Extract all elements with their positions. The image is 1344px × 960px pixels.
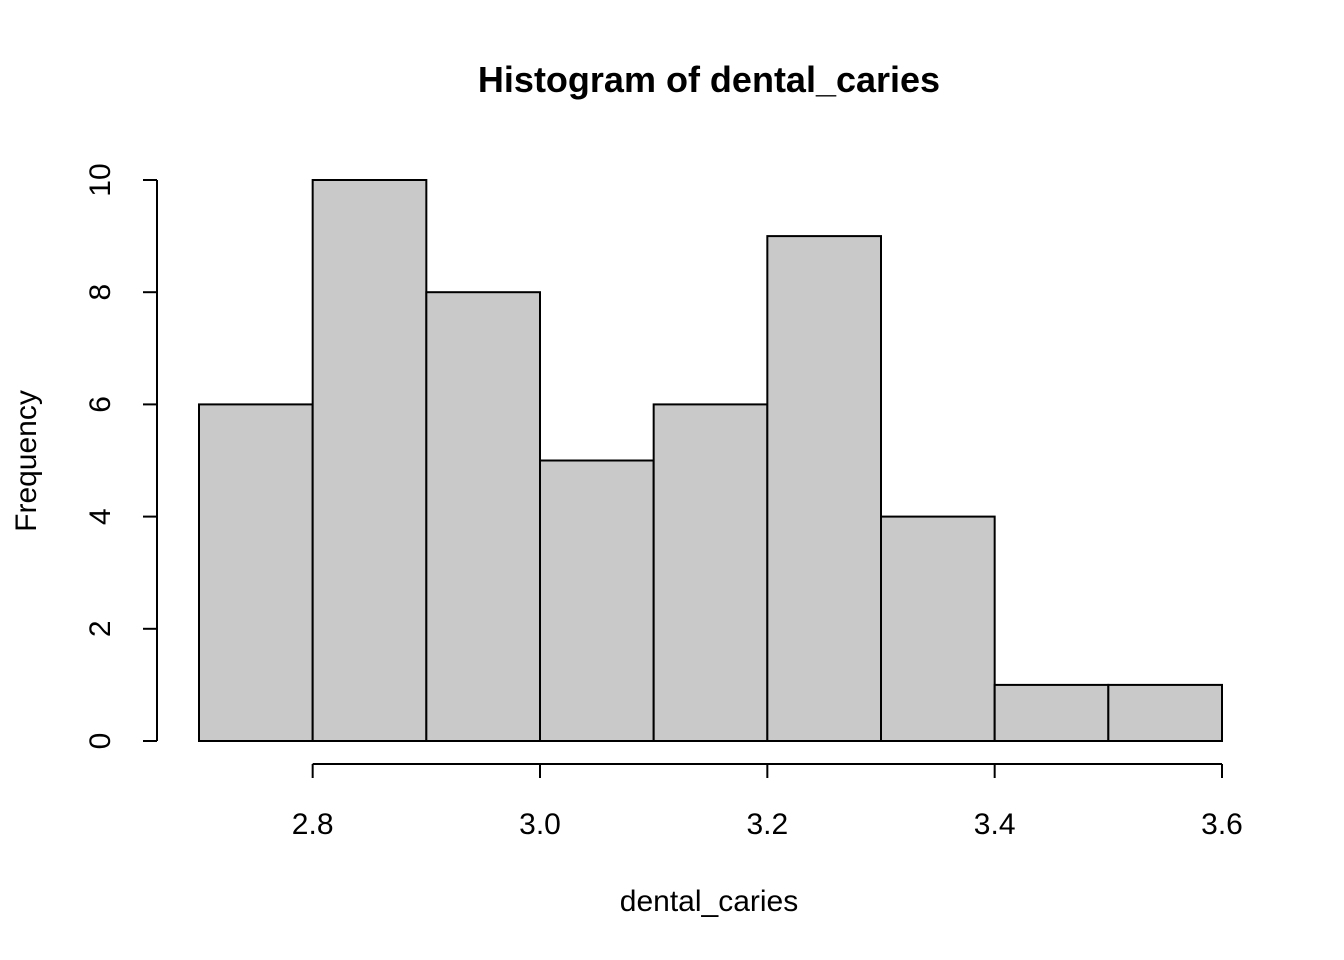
y-tick-label: 8 [84, 284, 117, 301]
histogram-bar [880, 515, 996, 742]
x-axis-label: dental_caries [620, 885, 798, 918]
x-tick-label: 3.6 [1201, 808, 1243, 841]
x-axis: 2.8 3.0 3.2 3.4 3.6 [292, 763, 1243, 841]
y-axis: 0 2 4 6 8 10 [84, 163, 158, 750]
histogram-bar [425, 291, 542, 742]
histogram-bar [539, 459, 655, 742]
histogram-bar [652, 403, 769, 742]
histogram-bar [766, 235, 882, 742]
y-axis-label: Frequency [10, 390, 43, 532]
x-tick-label: 3.2 [746, 808, 788, 841]
histogram-bar [198, 403, 314, 742]
x-tick-label: 3.4 [974, 808, 1016, 841]
y-tick-label: 10 [84, 163, 117, 196]
x-tick-label: 2.8 [292, 808, 334, 841]
y-tick-label: 6 [84, 396, 117, 413]
histogram-bar [1107, 683, 1224, 743]
y-tick-label: 0 [84, 733, 117, 750]
histogram-bar [311, 179, 428, 742]
x-tick-label: 3.0 [519, 808, 561, 841]
y-tick-label: 4 [84, 508, 117, 525]
histogram-bar [993, 683, 1110, 743]
y-tick-label: 2 [84, 620, 117, 637]
histogram-bars [198, 179, 1224, 743]
chart-title: Histogram of dental_caries [478, 59, 940, 100]
